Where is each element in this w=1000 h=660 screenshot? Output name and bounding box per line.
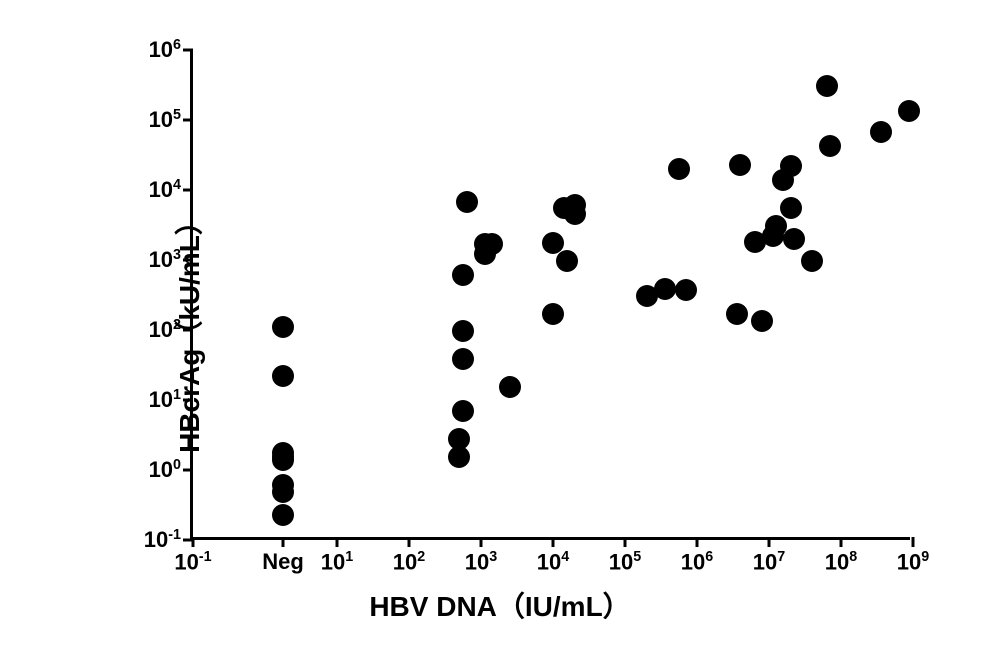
y-tick	[183, 399, 193, 402]
data-point	[751, 310, 773, 332]
data-point	[783, 228, 805, 250]
x-tick-label: 108	[825, 549, 857, 575]
data-point	[729, 154, 751, 176]
y-tick	[183, 329, 193, 332]
x-tick	[840, 537, 843, 547]
data-point	[816, 75, 838, 97]
x-tick-label: 10-1	[174, 549, 211, 575]
y-tick	[183, 119, 193, 122]
x-tick-label: 107	[753, 549, 785, 575]
x-tick-label: 103	[465, 549, 497, 575]
y-tick-label: 102	[149, 317, 181, 343]
data-point	[780, 155, 802, 177]
plot-area: 10-110010110210310410510610-1Neg10110210…	[190, 50, 910, 540]
y-tick	[183, 259, 193, 262]
data-point	[726, 303, 748, 325]
data-point	[452, 348, 474, 370]
x-tick	[192, 537, 195, 547]
x-tick	[768, 537, 771, 547]
x-tick	[336, 537, 339, 547]
data-point	[452, 264, 474, 286]
x-tick-label: 106	[681, 549, 713, 575]
data-point	[654, 278, 676, 300]
x-tick	[552, 537, 555, 547]
data-point	[870, 121, 892, 143]
y-tick-label: 103	[149, 247, 181, 273]
data-point	[272, 474, 294, 496]
y-tick-label: 104	[149, 177, 181, 203]
x-tick-label: 102	[393, 549, 425, 575]
y-tick-label: 101	[149, 387, 181, 413]
data-point	[272, 365, 294, 387]
y-tick	[183, 49, 193, 52]
data-point	[780, 197, 802, 219]
data-point	[564, 203, 586, 225]
x-tick	[480, 537, 483, 547]
x-tick-label: 101	[321, 549, 353, 575]
x-tick	[408, 537, 411, 547]
x-axis-label: HBV DNA（IU/mL）	[369, 585, 630, 625]
y-tick-label: 106	[149, 37, 181, 63]
data-point	[668, 158, 690, 180]
data-point	[481, 233, 503, 255]
data-point	[542, 303, 564, 325]
y-tick	[183, 469, 193, 472]
scatter-chart: HBcrAg（kU/mL） HBV DNA（IU/mL） 10-11001011…	[50, 30, 950, 630]
data-point	[675, 279, 697, 301]
x-tick	[912, 537, 915, 547]
data-point	[272, 316, 294, 338]
data-point	[272, 442, 294, 464]
data-point	[898, 100, 920, 122]
x-tick	[624, 537, 627, 547]
data-point	[272, 504, 294, 526]
y-tick-label: 105	[149, 107, 181, 133]
data-point	[819, 135, 841, 157]
x-tick	[696, 537, 699, 547]
y-tick-label: 100	[149, 457, 181, 483]
data-point	[452, 400, 474, 422]
data-point	[801, 250, 823, 272]
x-tick	[282, 537, 285, 547]
data-point	[556, 250, 578, 272]
x-tick-label: Neg	[262, 549, 304, 575]
data-point	[456, 191, 478, 213]
data-point	[448, 428, 470, 450]
data-point	[452, 320, 474, 342]
data-point	[499, 376, 521, 398]
x-tick-label: 104	[537, 549, 569, 575]
x-tick-label: 105	[609, 549, 641, 575]
y-tick	[183, 189, 193, 192]
x-tick-label: 109	[897, 549, 929, 575]
